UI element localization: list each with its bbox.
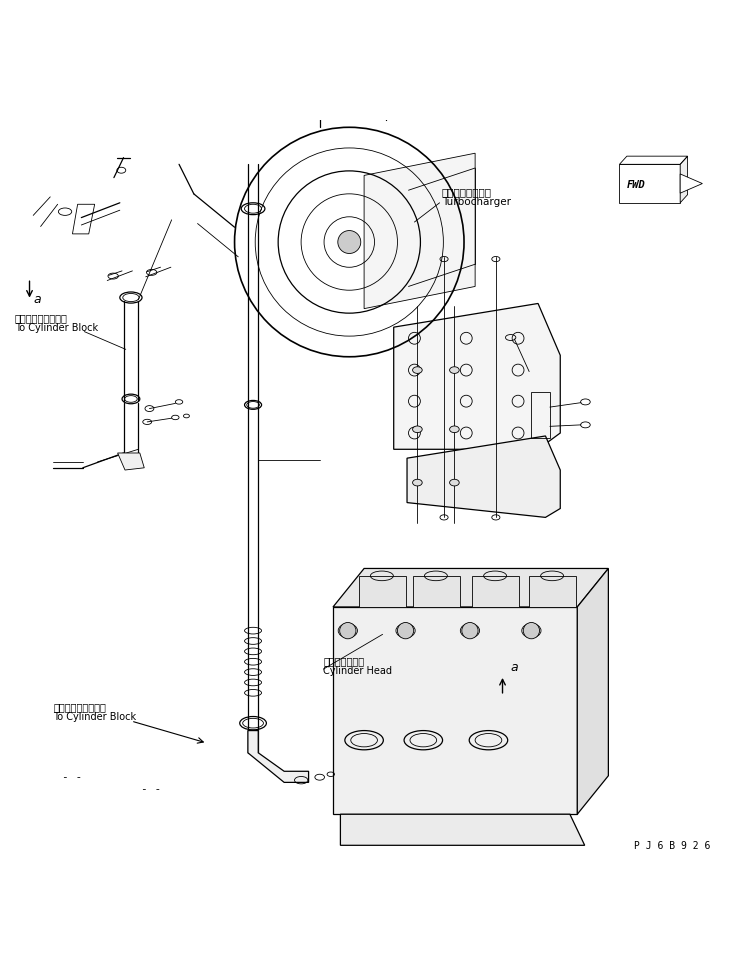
Polygon shape xyxy=(248,730,308,782)
Circle shape xyxy=(462,622,478,639)
Polygon shape xyxy=(413,576,460,607)
Polygon shape xyxy=(333,568,609,607)
Circle shape xyxy=(338,230,361,254)
Text: a: a xyxy=(34,293,42,307)
Polygon shape xyxy=(577,568,609,814)
Polygon shape xyxy=(117,453,144,470)
Text: - -: - - xyxy=(62,772,82,782)
Text: ターボチャージャ: ターボチャージャ xyxy=(442,187,492,198)
Text: To Cylinder Block: To Cylinder Block xyxy=(15,323,98,333)
Polygon shape xyxy=(394,304,560,449)
Ellipse shape xyxy=(412,367,422,373)
Text: To Cylinder Block: To Cylinder Block xyxy=(53,711,136,721)
Ellipse shape xyxy=(412,426,422,432)
Circle shape xyxy=(340,622,356,639)
Polygon shape xyxy=(472,576,519,607)
Text: シリンダブロックへ: シリンダブロックへ xyxy=(15,314,68,323)
Ellipse shape xyxy=(412,479,422,486)
Ellipse shape xyxy=(450,367,459,373)
Text: シリンダブロックへ: シリンダブロックへ xyxy=(53,702,106,712)
Text: - -: - - xyxy=(140,784,160,794)
Polygon shape xyxy=(364,153,475,309)
Circle shape xyxy=(398,622,414,639)
Bar xyxy=(531,392,550,438)
Polygon shape xyxy=(340,814,585,846)
Text: P J 6 B 9 2 6: P J 6 B 9 2 6 xyxy=(635,841,710,852)
Text: FWD: FWD xyxy=(627,180,646,190)
Ellipse shape xyxy=(450,426,459,432)
Ellipse shape xyxy=(450,479,459,486)
Circle shape xyxy=(523,622,539,639)
Polygon shape xyxy=(680,156,687,203)
Polygon shape xyxy=(680,173,702,193)
Polygon shape xyxy=(407,436,560,517)
Text: シリンダヘッド: シリンダヘッド xyxy=(323,657,365,666)
Text: Turbocharger: Turbocharger xyxy=(442,197,511,207)
Polygon shape xyxy=(529,576,576,607)
Text: Cylinder Head: Cylinder Head xyxy=(323,665,392,676)
Polygon shape xyxy=(333,607,577,814)
Polygon shape xyxy=(359,576,406,607)
Text: a: a xyxy=(510,662,519,674)
